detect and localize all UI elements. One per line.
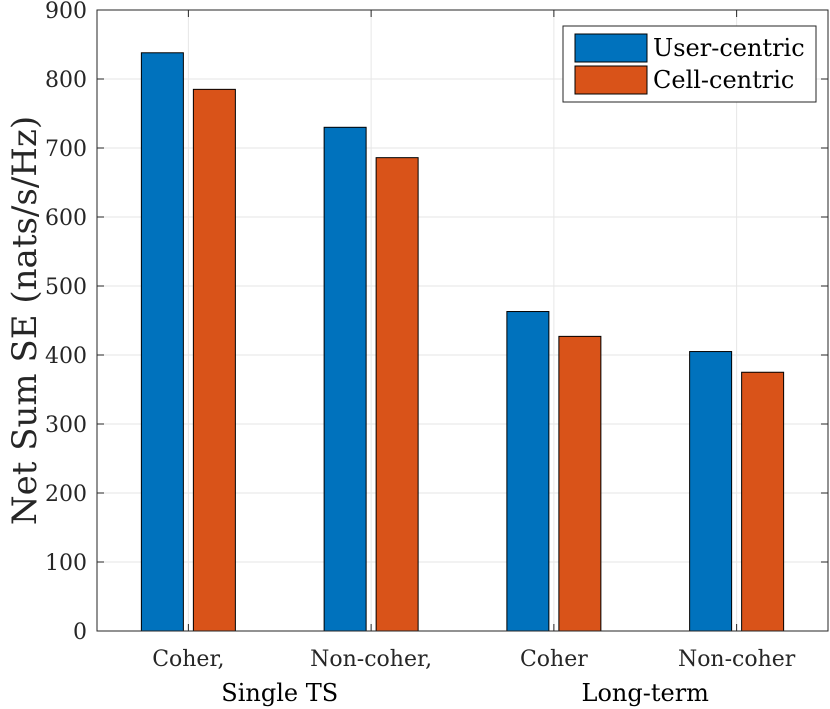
bar-cell-centric-2 bbox=[558, 335, 602, 632]
y-tick-label-0: 0 bbox=[73, 620, 87, 645]
group-label-1: Long-term bbox=[582, 679, 710, 707]
bar-cell-centric-1 bbox=[375, 157, 419, 632]
y-tick-label-400: 400 bbox=[45, 344, 87, 369]
x-tick-label-3: Non-coher bbox=[678, 647, 796, 672]
x-tick-label-0: Coher, bbox=[152, 647, 224, 672]
plot-frame bbox=[96, 9, 829, 632]
bar-cell-centric-0 bbox=[192, 88, 236, 632]
y-tick-label-700: 700 bbox=[45, 137, 87, 162]
legend-label-cell-centric: Cell-centric bbox=[653, 66, 794, 94]
y-tick-label-800: 800 bbox=[45, 68, 87, 93]
y-tick-label-600: 600 bbox=[45, 206, 87, 231]
y-axis-label: Net Sum SE (nats/s/Hz) bbox=[5, 116, 45, 525]
bar-user-centric-2 bbox=[506, 311, 550, 632]
legend-swatch-user-centric bbox=[574, 33, 648, 63]
y-tick-label-100: 100 bbox=[45, 551, 87, 576]
bar-user-centric-0 bbox=[140, 52, 184, 632]
legend-label-user-centric: User-centric bbox=[653, 34, 805, 62]
group-labels: Single TS Long-term bbox=[221, 679, 709, 707]
y-tick-label-200: 200 bbox=[45, 482, 87, 507]
bar-cell-centric-3 bbox=[741, 371, 785, 632]
bar-user-centric-1 bbox=[323, 126, 367, 632]
x-ticks: Coher, Non-coher, Coher Non-coher bbox=[152, 10, 796, 672]
legend: User-centric Cell-centric bbox=[562, 25, 817, 103]
y-ticks: 0 100 200 300 400 500 600 700 800 900 bbox=[45, 0, 828, 645]
axes bbox=[96, 9, 829, 632]
y-tick-label-300: 300 bbox=[45, 413, 87, 438]
group-label-0: Single TS bbox=[221, 679, 338, 707]
legend-swatch-cell-centric bbox=[574, 65, 648, 95]
x-tick-label-1: Non-coher, bbox=[310, 647, 432, 672]
y-tick-label-900: 900 bbox=[45, 0, 87, 24]
bars bbox=[140, 52, 785, 632]
x-tick-label-2: Coher bbox=[520, 647, 588, 672]
y-tick-label-500: 500 bbox=[45, 275, 87, 300]
bar-user-centric-3 bbox=[689, 351, 733, 632]
